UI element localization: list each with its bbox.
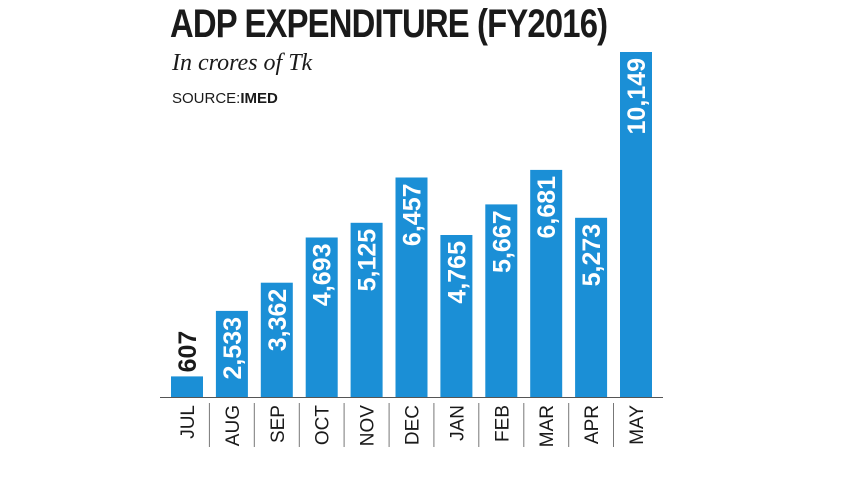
- value-label-jan: 4,765: [443, 241, 471, 304]
- category-label-apr: APR: [582, 405, 603, 444]
- value-label-dec: 6,457: [399, 184, 427, 247]
- category-label-oct: OCT: [313, 405, 334, 446]
- category-label-aug: AUG: [223, 405, 244, 446]
- value-label-oct: 4,693: [309, 244, 337, 307]
- bar-aug: [215, 310, 248, 397]
- bar-feb: [485, 204, 518, 397]
- source-name: IMED: [240, 90, 278, 107]
- value-label-jul: 607: [174, 331, 202, 373]
- category-label-mar: MAR: [537, 405, 558, 447]
- category-label-jan: JAN: [447, 405, 468, 441]
- value-label-sep: 3,362: [264, 289, 292, 352]
- category-label-sep: SEP: [268, 405, 289, 443]
- chart-title: ADP EXPENDITURE (FY2016): [170, 2, 608, 46]
- category-label-nov: NOV: [358, 405, 379, 447]
- category-label-dec: DEC: [403, 405, 424, 445]
- bar-nov: [350, 222, 383, 397]
- chart-source: SOURCE:IMED: [172, 90, 278, 107]
- value-label-feb: 5,667: [488, 210, 516, 273]
- bar-jan: [440, 235, 473, 397]
- category-label-jul: JUL: [178, 405, 199, 439]
- category-label-may: MAY: [627, 405, 648, 445]
- value-label-mar: 6,681: [533, 176, 561, 239]
- bar-apr: [575, 217, 608, 397]
- value-label-apr: 5,273: [578, 224, 606, 287]
- category-label-feb: FEB: [492, 405, 513, 442]
- bar-mar: [530, 169, 563, 397]
- value-label-may: 10,149: [623, 58, 651, 134]
- chart-subtitle: In crores of Tk: [172, 50, 313, 76]
- value-label-aug: 2,533: [219, 317, 247, 380]
- source-prefix: SOURCE:: [172, 90, 241, 107]
- bar-oct: [305, 237, 338, 397]
- bar-jul: [171, 376, 203, 397]
- bar-dec: [395, 177, 428, 397]
- bar-sep: [260, 282, 293, 397]
- value-label-nov: 5,125: [354, 229, 382, 292]
- bar-may: [620, 52, 652, 397]
